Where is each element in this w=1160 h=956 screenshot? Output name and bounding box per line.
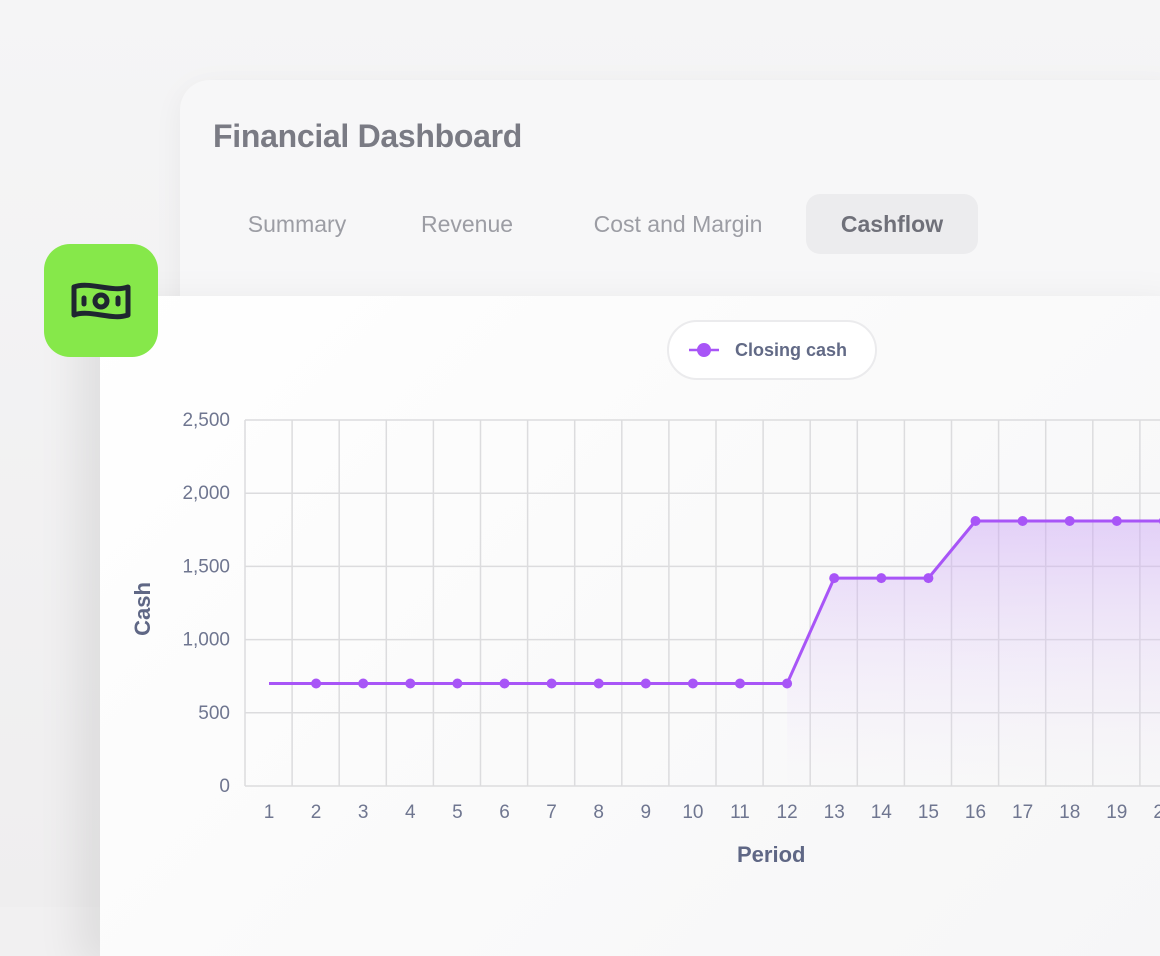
- y-tick-label: 1,500: [182, 556, 230, 577]
- x-tick-label: 3: [358, 802, 369, 823]
- x-tick-label: 6: [499, 802, 510, 823]
- data-point: [876, 573, 886, 583]
- data-point: [971, 516, 981, 526]
- x-tick-label: 11: [730, 802, 750, 823]
- data-point: [500, 679, 510, 689]
- data-point: [358, 679, 368, 689]
- x-tick-label: 9: [641, 802, 652, 823]
- y-tick-label: 500: [198, 703, 230, 724]
- x-tick-label: 13: [824, 802, 845, 823]
- data-point: [311, 679, 321, 689]
- x-tick-label: 20: [1153, 802, 1160, 823]
- data-point: [594, 679, 604, 689]
- x-tick-label: 12: [777, 802, 798, 823]
- y-tick-label: 2,000: [182, 483, 230, 504]
- x-axis-ticks: 1234567891011121314151617181920: [264, 802, 1160, 823]
- y-tick-label: 1,000: [182, 630, 230, 651]
- series-area: [787, 521, 1160, 786]
- x-axis-label: Period: [737, 842, 805, 868]
- data-point: [688, 679, 698, 689]
- data-point: [735, 679, 745, 689]
- y-tick-label: 2,500: [182, 410, 230, 431]
- data-point: [1018, 516, 1028, 526]
- data-point: [1065, 516, 1075, 526]
- x-tick-label: 2: [311, 802, 322, 823]
- data-point: [1112, 516, 1122, 526]
- x-tick-label: 14: [871, 802, 893, 823]
- x-tick-label: 15: [918, 802, 939, 823]
- x-tick-label: 1: [264, 802, 275, 823]
- y-tick-label: 0: [219, 776, 230, 797]
- x-tick-label: 5: [452, 802, 463, 823]
- data-point: [829, 573, 839, 583]
- data-point: [452, 679, 462, 689]
- data-point: [405, 679, 415, 689]
- chart-area-fill: [787, 521, 1160, 786]
- x-tick-label: 8: [593, 802, 604, 823]
- y-axis-label: Cash: [130, 582, 156, 636]
- y-axis-ticks: 0 500 1,000 1,500 2,000 2,500: [182, 410, 230, 797]
- data-point: [782, 679, 792, 689]
- x-tick-label: 10: [682, 802, 703, 823]
- data-point: [923, 573, 933, 583]
- data-point: [547, 679, 557, 689]
- data-point: [641, 679, 651, 689]
- x-tick-label: 17: [1012, 802, 1033, 823]
- x-tick-label: 16: [965, 802, 986, 823]
- x-tick-label: 4: [405, 802, 416, 823]
- x-tick-label: 7: [546, 802, 557, 823]
- x-tick-label: 19: [1106, 802, 1127, 823]
- x-tick-label: 18: [1059, 802, 1080, 823]
